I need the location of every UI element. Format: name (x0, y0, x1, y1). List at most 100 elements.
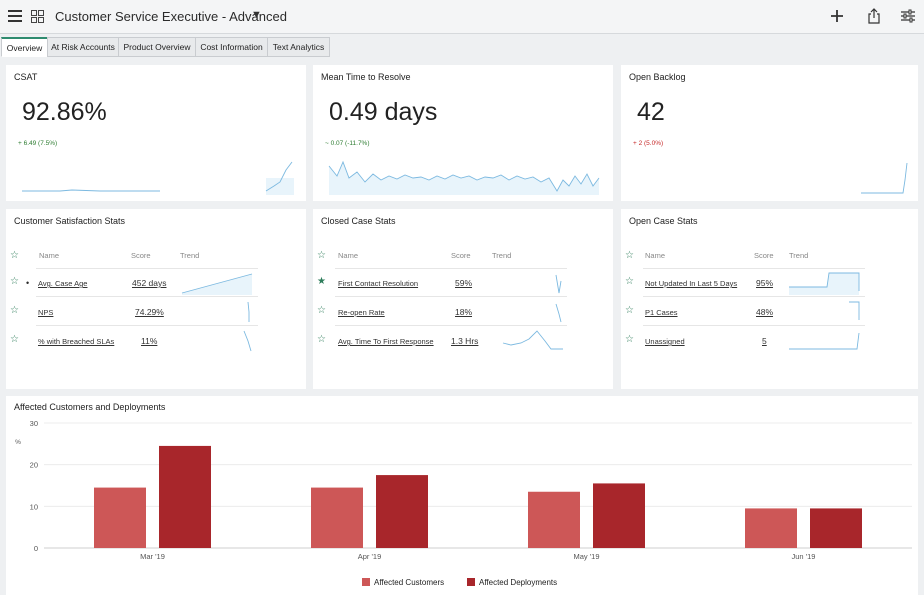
kpi-value: 92.86% (22, 98, 107, 126)
share-icon[interactable] (866, 8, 882, 24)
favorite-all-star-icon[interactable]: ☆ (317, 250, 326, 261)
star-icon[interactable]: ☆ (625, 305, 634, 316)
csat-sparkline (22, 161, 294, 195)
y-tick-label: 20 (30, 461, 38, 470)
table-row[interactable]: ★ First Contact Resolution 59% (313, 269, 613, 297)
stat-score-link[interactable]: 48% (756, 307, 774, 317)
legend-label: Affected Customers (374, 578, 445, 587)
top-bar: Customer Service Executive - Advanced ▼ (0, 0, 924, 34)
csat-card[interactable]: CSAT 92.86% + 6.49 (7.5%) (6, 65, 306, 201)
bar[interactable] (376, 475, 428, 548)
stat-name-link[interactable]: Re-open Rate (338, 308, 385, 317)
column-header-trend: Trend (180, 251, 200, 260)
hamburger-menu-icon[interactable] (8, 10, 22, 22)
kpi-value: 42 (637, 98, 665, 126)
y-tick-label: 30 (30, 419, 38, 428)
card-title: Mean Time to Resolve (321, 72, 411, 82)
divider (643, 268, 865, 269)
stat-name-link[interactable]: Not Updated In Last 5 Days (645, 279, 738, 288)
tab-at-risk-accounts[interactable]: At Risk Accounts (47, 37, 119, 57)
card-title: Closed Case Stats (321, 216, 396, 226)
star-icon[interactable]: ☆ (625, 276, 634, 287)
trend-sparkline (555, 303, 562, 323)
tab-product-overview[interactable]: Product Overview (118, 37, 196, 57)
legend-label: Affected Deployments (479, 578, 558, 587)
stat-name-link[interactable]: P1 Cases (645, 308, 678, 317)
stat-score-link[interactable]: 74.29% (135, 307, 164, 317)
divider (643, 325, 865, 326)
stat-name-link[interactable]: Avg. Case Age (38, 279, 88, 288)
star-icon[interactable]: ☆ (10, 305, 19, 316)
divider (36, 296, 258, 297)
table-row[interactable]: ☆ Unassigned 5 (621, 327, 918, 355)
trend-sparkline (502, 330, 563, 350)
stat-name-link[interactable]: % with Breached SLAs (38, 337, 115, 346)
bar[interactable] (94, 487, 146, 548)
dashboard-grid-icon[interactable] (31, 10, 45, 24)
divider (643, 296, 865, 297)
stat-name-link[interactable]: NPS (38, 308, 54, 317)
x-tick-label: Mar '19 (140, 552, 165, 561)
stat-score-link[interactable]: 18% (455, 307, 473, 317)
add-icon[interactable] (829, 8, 845, 24)
trend-sparkline (555, 274, 562, 294)
title-dropdown-caret-icon[interactable]: ▼ (251, 9, 262, 21)
trend-sparkline (789, 272, 860, 295)
stat-score-link[interactable]: 11% (141, 336, 158, 346)
star-icon[interactable]: ☆ (317, 305, 326, 316)
tab-text-analytics[interactable]: Text Analytics (267, 37, 330, 57)
mttr-card[interactable]: Mean Time to Resolve 0.49 days ~ 0.07 (-… (313, 65, 613, 201)
favorite-all-star-icon[interactable]: ☆ (10, 250, 19, 261)
trend-sparkline (243, 330, 252, 352)
kpi-delta: + 6.49 (7.5%) (18, 140, 58, 147)
legend-affected-deployments[interactable]: Affected Deployments (467, 578, 557, 587)
stat-score-link[interactable]: 452 days (132, 278, 167, 288)
stat-name-link[interactable]: Unassigned (645, 337, 685, 346)
y-tick-label: 0 (34, 544, 38, 553)
column-header-trend: Trend (789, 251, 809, 260)
legend-affected-customers[interactable]: Affected Customers (362, 578, 444, 587)
legend-swatch (467, 578, 475, 586)
bar[interactable] (810, 508, 862, 548)
bar[interactable] (745, 508, 797, 548)
table-row[interactable]: ☆ Not Updated In Last 5 Days 95% (621, 269, 918, 297)
mttr-sparkline (328, 160, 600, 195)
stat-name-link[interactable]: Avg. Time To First Response (338, 337, 434, 346)
table-row[interactable]: ☆ Avg. Time To First Response 1.3 Hrs (313, 327, 613, 355)
bar[interactable] (528, 491, 580, 548)
divider (36, 268, 258, 269)
table-row[interactable]: ☆ Re-open Rate 18% (313, 298, 613, 326)
open-case-stats-card: Open Case Stats ☆ Name Score Trend ☆ Not… (621, 209, 918, 389)
x-tick-label: Jun '19 (792, 552, 816, 561)
stat-score-link[interactable]: 59% (455, 278, 473, 288)
table-row[interactable]: ☆ NPS 74.29% (6, 298, 306, 326)
open-backlog-card[interactable]: Open Backlog 42 + 2 (5.0%) (621, 65, 918, 201)
table-row[interactable]: ☆ % with Breached SLAs 11% (6, 327, 306, 355)
tab-cost-information[interactable]: Cost Information (195, 37, 268, 57)
bar[interactable] (159, 445, 211, 548)
trend-sparkline (247, 301, 250, 322)
tab-overview[interactable]: Overview (1, 37, 48, 57)
dashboard-title: Customer Service Executive - Advanced (55, 9, 287, 24)
table-row[interactable]: ☆ P1 Cases 48% (621, 298, 918, 326)
star-icon[interactable]: ☆ (10, 276, 19, 287)
customer-satisfaction-stats-card: Customer Satisfaction Stats ☆ Name Score… (6, 209, 306, 389)
filter-settings-icon[interactable] (900, 8, 916, 24)
table-row[interactable]: ☆ • Avg. Case Age 452 days (6, 269, 306, 297)
backlog-sparkline (861, 162, 908, 194)
chart-title: Affected Customers and Deployments (14, 402, 166, 412)
stat-name-link[interactable]: First Contact Resolution (338, 279, 419, 288)
x-tick-label: May '19 (573, 552, 599, 561)
bar[interactable] (593, 483, 645, 548)
favorite-all-star-icon[interactable]: ☆ (625, 250, 634, 261)
kpi-value: 0.49 days (329, 98, 438, 126)
bar[interactable] (311, 487, 363, 548)
trend-sparkline (849, 301, 860, 320)
stat-score-link[interactable]: 5 (762, 336, 767, 346)
star-filled-icon[interactable]: ★ (317, 276, 326, 287)
stat-score-link[interactable]: 95% (756, 278, 774, 288)
star-icon[interactable]: ☆ (625, 334, 634, 345)
star-icon[interactable]: ☆ (10, 334, 19, 345)
stat-score-link[interactable]: 1.3 Hrs (451, 336, 479, 346)
star-icon[interactable]: ☆ (317, 334, 326, 345)
